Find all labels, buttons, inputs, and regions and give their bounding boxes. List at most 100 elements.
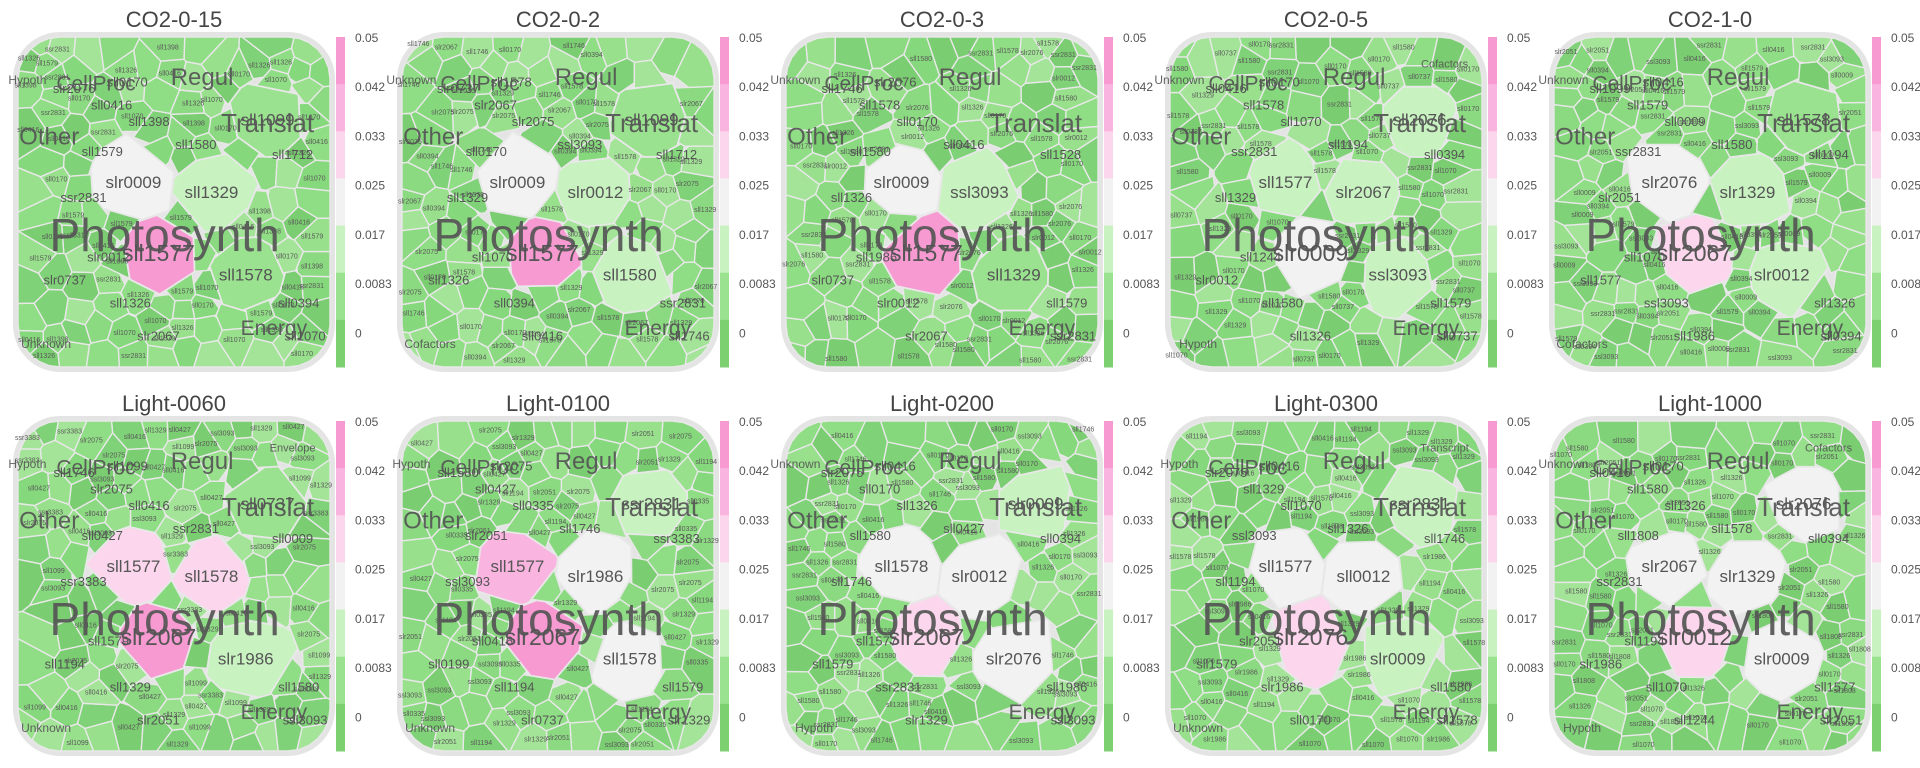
gene-mark-label: sll1578 — [539, 338, 561, 345]
colorbar-tick-label: 0.017 — [1507, 612, 1537, 626]
gene-mark-label: sll1580 — [801, 252, 823, 259]
category-label: Unknown — [1154, 73, 1204, 87]
colorbar-tick-label: 0.0083 — [1507, 277, 1544, 291]
gene-cell — [793, 151, 827, 186]
gene-cell — [1353, 221, 1378, 246]
category-label: Other — [19, 507, 79, 534]
gene-mark-label: sll0416 — [75, 622, 97, 629]
gene-cell — [850, 285, 880, 324]
gene-mark-label: sll1746 — [929, 492, 951, 499]
highlight-gene-label: sll1577 — [506, 240, 579, 266]
gene-cell — [401, 536, 438, 574]
gene-mark-label: ssl3093 — [1236, 430, 1260, 437]
gene-mark-label: sll0737 — [1180, 129, 1202, 136]
gene-mark-label: ssr2831 — [821, 518, 846, 525]
gene-label: slr2051 — [1820, 713, 1863, 728]
gene-label: sll0416 — [91, 98, 132, 113]
gene-mark-label: sll1070 — [1591, 622, 1613, 629]
gene-cell — [1413, 203, 1443, 235]
gene-mark-label: ssl3093 — [478, 662, 502, 669]
gene-mark-label: slr2051 — [636, 459, 659, 466]
gene-cell — [470, 92, 499, 129]
highlight-gene-label: slr2076 — [1776, 495, 1832, 514]
gene-mark-label: sll0737 — [1170, 213, 1192, 220]
category-label: Unknown — [1538, 73, 1588, 87]
category-label: Regul — [939, 448, 1002, 475]
gene-mark-label: sll0427 — [139, 694, 161, 701]
gene-mark-label: sll1070 — [1632, 742, 1654, 749]
highlight-gene-label: slr0009 — [1754, 650, 1810, 669]
gene-cell — [1839, 424, 1867, 465]
gene-cell — [1800, 213, 1834, 250]
gene-mark-label: sll1578 — [1463, 640, 1485, 647]
gene-mark-label: sll1070 — [1396, 736, 1418, 743]
gene-mark-label: sll1580 — [1238, 58, 1260, 65]
gene-label: sll0009 — [272, 531, 313, 546]
highlight-gene-label: ssr2831 — [621, 495, 681, 514]
gene-mark-label: slr2051 — [1591, 507, 1614, 514]
gene-mark-label: sll0170 — [1048, 554, 1070, 561]
gene-label: sll0427 — [943, 521, 984, 536]
gene-label: sll0416 — [1206, 81, 1247, 96]
gene-cell — [192, 237, 218, 273]
gene-cell — [84, 571, 121, 615]
highlight-gene-label: slr2067 — [1336, 183, 1392, 202]
colorbar-tick-label: 0.05 — [1891, 31, 1915, 45]
category-label: CellProc — [1592, 73, 1671, 96]
gene-mark-label: sll0394 — [522, 331, 544, 338]
gene-mark-label: sll0170 — [815, 741, 837, 748]
gene-cell — [142, 76, 181, 115]
gene-mark-label: ssr2831 — [1416, 245, 1441, 252]
gene-cell — [1583, 718, 1623, 752]
gene-mark-label: ssr2831 — [1201, 123, 1226, 130]
gene-mark-label: sll1329 — [1407, 606, 1429, 613]
gene-mark-label: ssr2831 — [1327, 101, 1352, 108]
gene-label: slr0012 — [87, 249, 130, 264]
gene-mark-label: sll1194 — [502, 491, 524, 498]
gene-cell — [1760, 316, 1799, 348]
gene-cell — [274, 716, 303, 752]
gene-mark-label: sll1326 — [949, 86, 971, 93]
highlight-labels: sll1577 slr0009 slr0012 sll1580 sll1099 — [490, 111, 679, 285]
gene-mark-label: sll1580 — [1706, 513, 1728, 520]
gene-label: sll0737 — [1436, 329, 1477, 344]
colorbar-tick-label: 0.0083 — [1123, 661, 1160, 675]
gene-mark-label: slr2067 — [398, 198, 421, 205]
gene-mark-label: ssr2831 — [60, 232, 85, 239]
gene-label: sll1578 — [1436, 713, 1477, 728]
gene-label: slr2067 — [905, 329, 948, 344]
gene-mark-label: sll0009 — [1571, 212, 1593, 219]
colorbar-tick-label: 0.025 — [1891, 563, 1920, 577]
gene-mark-label: ssr3383 — [15, 457, 40, 464]
gene-mark-label: sll0416 — [1443, 589, 1465, 596]
gene-mark-label: slr2051 — [1586, 47, 1609, 54]
gene-cell — [405, 421, 440, 460]
gene-label: sll0170 — [859, 482, 900, 497]
colorbar-tick-label: 0.025 — [355, 563, 385, 577]
category-label: CellProc — [1592, 457, 1671, 480]
gene-mark-label: sll1580 — [1055, 96, 1077, 103]
gene-mark-label: sll0170 — [844, 315, 866, 322]
gene-mark-label: sll1398 — [14, 83, 36, 90]
gene-mark-label: sll1746 — [466, 49, 488, 56]
colorbar-segment — [720, 421, 729, 469]
gene-mark-label: sll1329 — [144, 427, 166, 434]
category-labels: Photosynth Other CellProc Regul Translat Ener… — [770, 448, 1083, 735]
gene-mark-label: sll0427 — [169, 427, 191, 434]
gene-cell — [432, 725, 465, 752]
highlight-labels: slr2067 sll1577 sll1578 slr1986 sll0737 — [107, 495, 295, 669]
gene-labels: sll0416sll1099sll1579sll1580slr2051sll15… — [1580, 75, 1861, 344]
gene-mark-label: sll1194 — [691, 598, 713, 605]
gene-cell — [823, 298, 849, 341]
gene-mark-label: sll0416 — [18, 337, 40, 344]
category-label: Hypoth — [8, 73, 46, 87]
gene-cell — [841, 519, 873, 556]
gene-label: sll1326 — [1814, 296, 1855, 311]
gene-cell — [879, 53, 926, 92]
gene-mark-label: sll1578 — [1459, 698, 1481, 705]
gene-cell — [265, 546, 295, 576]
gene-mark-label: sll1329 — [670, 320, 692, 327]
gene-cell — [1678, 676, 1706, 704]
gene-mark-label: ssr2831 — [1444, 189, 1469, 196]
gene-label: slr0737 — [437, 81, 480, 96]
